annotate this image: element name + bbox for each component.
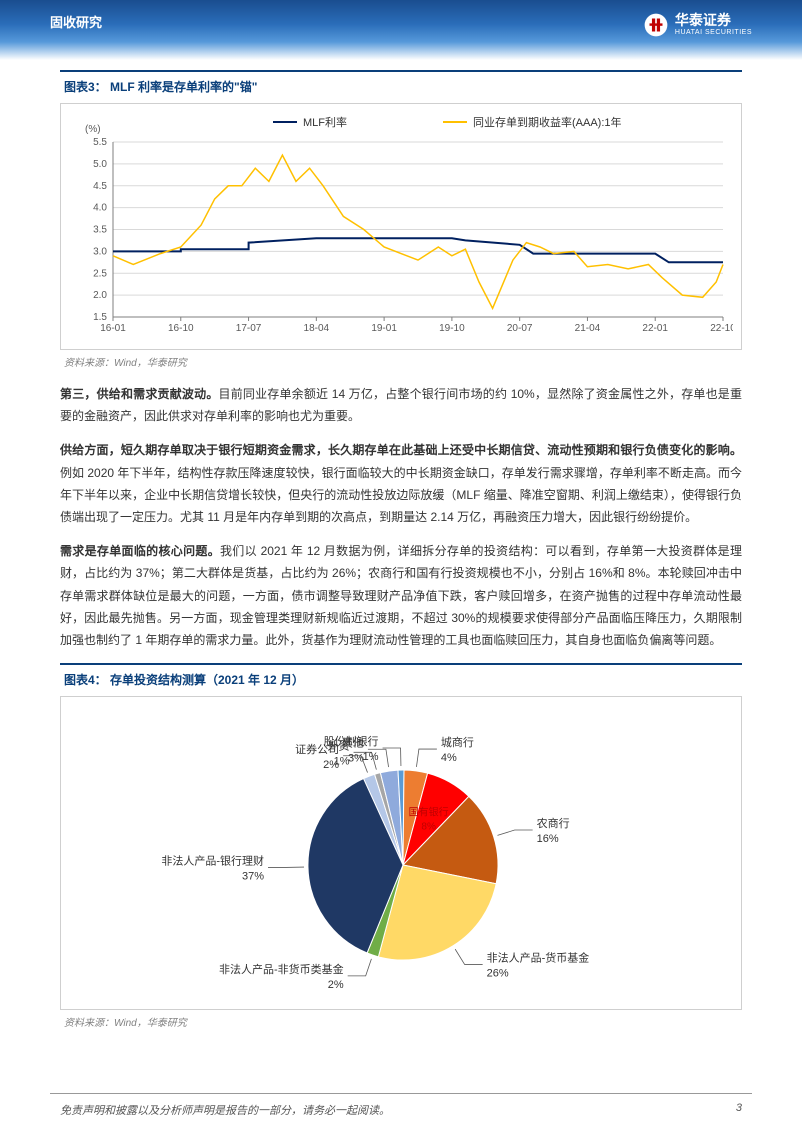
svg-text:18-04: 18-04 xyxy=(304,323,330,334)
svg-text:8%: 8% xyxy=(421,822,436,833)
footer-page-number: 3 xyxy=(736,1102,742,1118)
brand-logo-icon xyxy=(643,12,669,38)
svg-text:26%: 26% xyxy=(487,968,509,980)
svg-text:(%): (%) xyxy=(85,124,101,135)
page-footer: 免责声明和披露以及分析师声明是报告的一部分，请务必一起阅读。 3 xyxy=(50,1093,752,1138)
svg-text:非法人产品-银行理财: 非法人产品-银行理财 xyxy=(161,853,264,867)
svg-text:19-10: 19-10 xyxy=(439,323,465,334)
chart4-box: 证券公司2%外资1%其他3%股份制银行1%城商行4%国有银行8%农商行16%非法… xyxy=(60,696,742,1010)
para2-body: 例如 2020 年下半年，结构性存款压降速度较快，银行面临较大的中长期资金缺口，… xyxy=(60,466,742,524)
svg-text:4%: 4% xyxy=(441,752,457,764)
svg-text:城商行: 城商行 xyxy=(441,735,474,749)
para3-lead: 需求是存单面临的核心问题。 xyxy=(60,544,220,558)
svg-text:37%: 37% xyxy=(242,870,264,882)
svg-text:MLF利率: MLF利率 xyxy=(303,115,347,129)
svg-text:非法人产品-货币基金: 非法人产品-货币基金 xyxy=(487,951,590,965)
chart3-title: 图表3： MLF 利率是存单利率的"锚" xyxy=(60,70,742,99)
svg-text:3.0: 3.0 xyxy=(93,246,107,257)
svg-text:2.5: 2.5 xyxy=(93,268,107,279)
brand-logo-text: 华泰证券 HUATAI SECURITIES xyxy=(675,13,752,36)
svg-text:19-01: 19-01 xyxy=(371,323,397,334)
svg-text:16%: 16% xyxy=(537,833,559,845)
brand-name-en: HUATAI SECURITIES xyxy=(675,29,752,37)
svg-text:农商行: 农商行 xyxy=(537,816,570,830)
chart3-source: 资料来源：Wind，华泰研究 xyxy=(64,354,742,369)
svg-text:2.0: 2.0 xyxy=(93,290,107,301)
para3-body: 我们以 2021 年 12 月数据为例，详细拆分存单的投资结构：可以看到，存单第… xyxy=(60,544,742,647)
chart4-source: 资料来源：Wind，华泰研究 xyxy=(64,1014,742,1029)
footer-disclaimer: 免责声明和披露以及分析师声明是报告的一部分，请务必一起阅读。 xyxy=(60,1102,390,1118)
svg-text:5.5: 5.5 xyxy=(93,137,107,148)
para2-lead: 供给方面，短久期存单取决于银行短期资金需求，长久期存单在此基础上还受中长期信贷、… xyxy=(60,443,742,457)
svg-text:股份制银行: 股份制银行 xyxy=(324,734,379,748)
paragraph-3: 需求是存单面临的核心问题。我们以 2021 年 12 月数据为例，详细拆分存单的… xyxy=(60,540,742,651)
svg-text:非法人产品-非货币类基金: 非法人产品-非货币类基金 xyxy=(219,962,344,976)
brand-name-cn: 华泰证券 xyxy=(675,13,752,28)
svg-text:22-10: 22-10 xyxy=(710,323,733,334)
section-title: 固收研究 xyxy=(50,12,102,31)
paragraph-1: 第三，供给和需求贡献波动。目前同业存单余额近 14 万亿，占整个银行间市场的约 … xyxy=(60,383,742,427)
svg-text:16-10: 16-10 xyxy=(168,323,194,334)
chart3-box: 1.5 2.0 2.5 3.0 3.5 4.0 4.5 5.0 5.5 16-01 16-10 17-… xyxy=(60,103,742,350)
svg-text:4.0: 4.0 xyxy=(93,203,107,214)
svg-text:5.0: 5.0 xyxy=(93,159,107,170)
chart4-pie-chart: 证券公司2%外资1%其他3%股份制银行1%城商行4%国有银行8%农商行16%非法… xyxy=(73,705,733,1005)
svg-text:4.5: 4.5 xyxy=(93,181,107,192)
svg-text:1.5: 1.5 xyxy=(93,312,107,323)
svg-text:国有银行: 国有银行 xyxy=(409,806,449,819)
page-content: 图表3： MLF 利率是存单利率的"锚" 1.5 2.0 2.5 3.0 3.5 4.0 4… xyxy=(0,60,802,1063)
svg-text:3.5: 3.5 xyxy=(93,225,107,236)
paragraph-2: 供给方面，短久期存单取决于银行短期资金需求，长久期存单在此基础上还受中长期信贷、… xyxy=(60,439,742,528)
svg-text:同业存单到期收益率(AAA):1年: 同业存单到期收益率(AAA):1年 xyxy=(473,115,622,129)
para1-lead: 第三，供给和需求贡献波动。 xyxy=(60,387,219,401)
svg-text:16-01: 16-01 xyxy=(100,323,126,334)
svg-text:1%: 1% xyxy=(363,751,379,763)
svg-text:21-04: 21-04 xyxy=(575,323,601,334)
svg-text:17-07: 17-07 xyxy=(236,323,262,334)
svg-text:20-07: 20-07 xyxy=(507,323,533,334)
page-header: 固收研究 华泰证券 HUATAI SECURITIES xyxy=(0,0,802,60)
chart4-title: 图表4： 存单投资结构测算（2021 年 12 月） xyxy=(60,663,742,692)
brand-logo: 华泰证券 HUATAI SECURITIES xyxy=(643,12,752,38)
chart3-line-chart: 1.5 2.0 2.5 3.0 3.5 4.0 4.5 5.0 5.5 16-01 16-10 17-… xyxy=(73,112,733,342)
svg-text:2%: 2% xyxy=(328,979,344,991)
svg-text:22-01: 22-01 xyxy=(642,323,668,334)
